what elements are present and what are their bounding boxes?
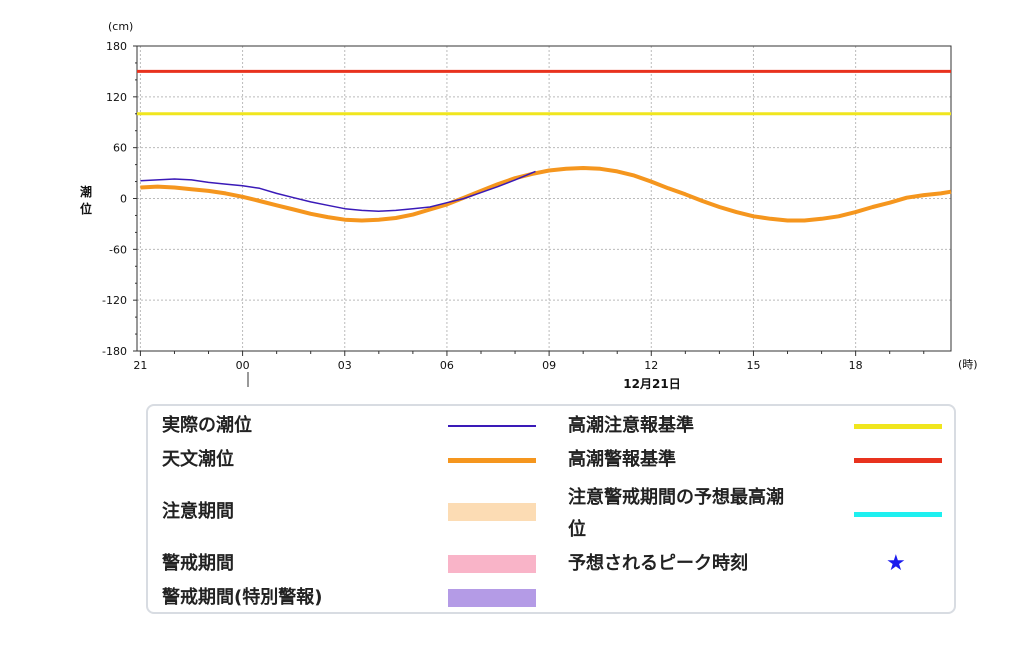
legend-label: 実際の潮位	[162, 415, 252, 436]
x-tick-label: 03	[338, 359, 352, 372]
legend-label: 警戒期間(特別警報)	[162, 587, 323, 608]
legend-swatch	[854, 424, 942, 429]
legend-label-continued: 位	[568, 519, 586, 540]
legend-swatch	[448, 555, 536, 573]
y-axis-title-1: 潮	[80, 184, 92, 199]
x-tick-label: 09	[542, 359, 556, 372]
tide-chart: 180 120 60 0 -60 -120 -180 21 00 03 06 09 12 15 18 (cm…	[80, 20, 978, 391]
x-tick-label: 12	[644, 359, 658, 372]
legend-label: 高潮注意報基準	[568, 415, 694, 436]
date-label: 12月21日	[623, 377, 680, 391]
x-tick-label: 06	[440, 359, 454, 372]
plot-frame	[136, 45, 952, 352]
legend-swatch	[854, 512, 942, 517]
legend-swatch	[854, 458, 942, 463]
legend-label: 注意期間	[162, 501, 234, 522]
y-tick-label: 0	[120, 193, 127, 206]
y-axis-title-2: 位	[80, 201, 92, 216]
legend: 実際の潮位天文潮位注意期間警戒期間警戒期間(特別警報) 高潮注意報基準 高潮警報基…	[146, 404, 956, 614]
y-tick-label: -60	[109, 243, 127, 256]
x-tick-label: 00	[236, 359, 250, 372]
x-tick-label: 21	[133, 359, 147, 372]
threshold-lines	[137, 69, 951, 116]
x-tick-label: 15	[746, 359, 760, 372]
grid	[137, 46, 951, 351]
y-tick-label: -180	[102, 345, 127, 358]
legend-label: 注意警戒期間の予想最高潮	[568, 487, 784, 508]
legend-swatch	[448, 503, 536, 521]
axis-ticks: 180 120 60 0 -60 -120 -180 21 00 03 06 09 12 15 18	[102, 40, 925, 372]
legend-label: 予想されるピーク時刻	[568, 553, 748, 574]
x-unit-label: (時)	[958, 358, 978, 371]
legend-label: 高潮警報基準	[568, 449, 676, 470]
star-icon: ★	[886, 551, 906, 576]
y-unit-label: (cm)	[108, 20, 133, 33]
legend-swatch	[448, 589, 536, 607]
series-lines	[140, 166, 952, 223]
legend-swatch	[448, 458, 536, 463]
y-tick-label: 120	[106, 91, 127, 104]
y-tick-label: 180	[106, 40, 127, 53]
y-tick-label: -120	[102, 294, 127, 307]
astronomical-tide-line	[140, 166, 952, 223]
legend-swatch	[448, 425, 536, 427]
observed-tide-line	[140, 170, 536, 212]
legend-label: 天文潮位	[162, 449, 234, 470]
x-tick-label: 18	[849, 359, 863, 372]
y-tick-label: 60	[113, 142, 127, 155]
legend-label: 警戒期間	[162, 553, 234, 574]
